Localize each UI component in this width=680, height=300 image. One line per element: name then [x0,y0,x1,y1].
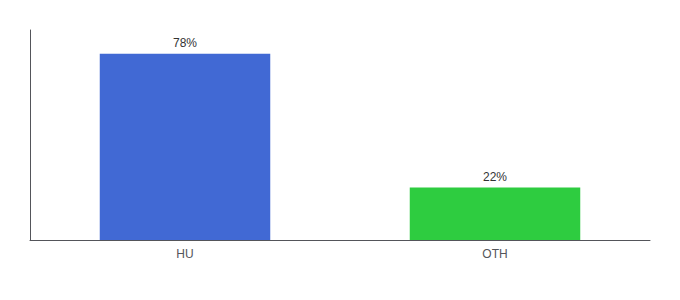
svg-text:OTH: OTH [482,247,507,261]
svg-text:22%: 22% [483,170,507,184]
svg-text:HU: HU [176,247,193,261]
svg-text:78%: 78% [173,36,197,50]
